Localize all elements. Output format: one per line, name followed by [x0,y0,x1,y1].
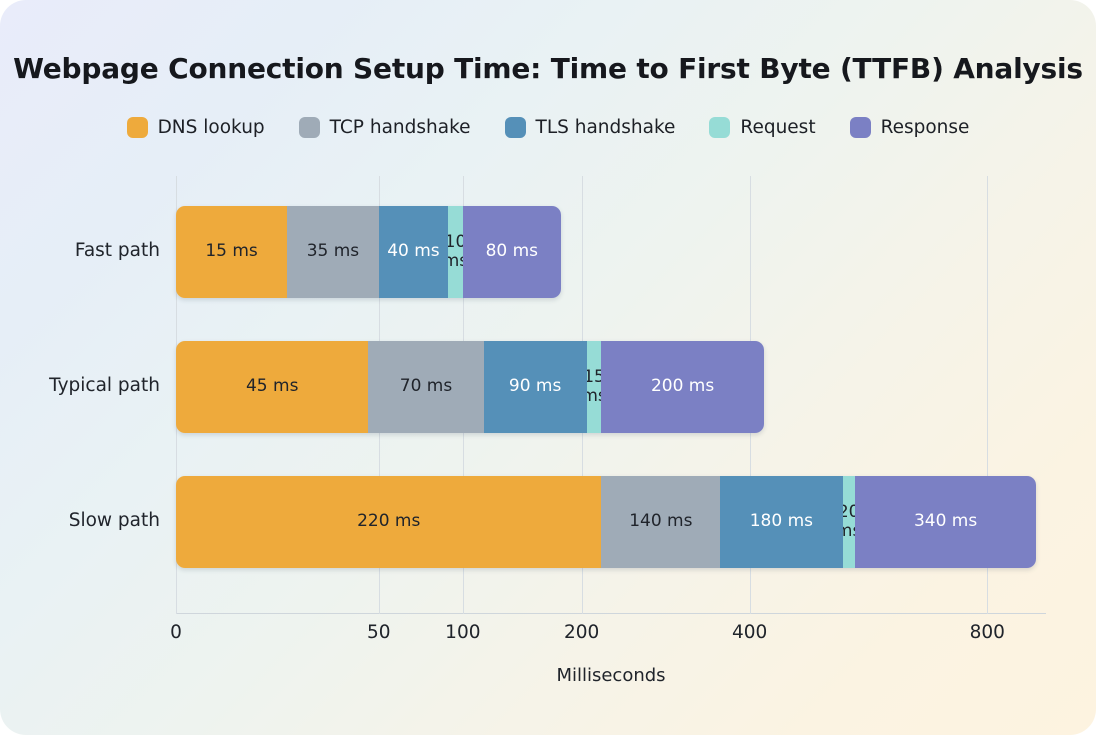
x-axis-title: Milliseconds [556,665,666,686]
bar-segment-label: 45 ms [245,376,299,397]
bar-segment-response[interactable]: 200 ms [601,341,764,433]
y-axis-category-labels: Fast path Typical path Slow path [0,176,160,614]
bar-segment-request[interactable]: 10 ms [448,206,463,298]
x-tick-label-100: 100 [445,622,481,643]
stacked-bar[interactable]: 220 ms 140 ms 180 ms 20 ms 340 ms [176,476,1037,568]
legend-swatch-icon [849,117,871,138]
bar-segment-tcp-handshake[interactable]: 70 ms [368,341,484,433]
bar-segment-tls-handshake[interactable]: 180 ms [720,476,843,568]
legend-item-tls-handshake[interactable]: TLS handshake [504,117,676,138]
bar-segment-tls-handshake[interactable]: 90 ms [483,341,587,433]
category-label-typical-path: Typical path [49,375,160,396]
category-label-fast-path: Fast path [74,240,160,261]
bar-segment-label: 15 ms [586,366,602,406]
x-axis-line [176,613,1046,614]
plot-area: 15 ms 35 ms 40 ms 10 ms 80 ms 45 ms 70 ms 90 ms… [176,176,1046,614]
bar-segment-label: 10 ms [448,231,463,271]
bar-segment-label: 15 ms [205,241,258,262]
bar-segment-label: 220 ms [357,511,421,532]
bar-segment-dns-lookup[interactable]: 45 ms [176,341,369,433]
bar-segment-request[interactable]: 20 ms [842,476,855,568]
bar-segment-tcp-handshake[interactable]: 140 ms [601,476,721,568]
x-tick-label-800: 800 [969,622,1005,643]
bar-segment-dns-lookup[interactable]: 15 ms [176,206,288,298]
bar-row-typical-path: 45 ms 70 ms 90 ms 15 ms 200 ms [176,341,764,433]
x-axis-tick-labels: 0 50 100 200 400 800 [170,622,1046,652]
bar-segment-label: 20 ms [842,501,855,541]
bar-segment-label: 140 ms [629,511,693,532]
bar-segment-response[interactable]: 80 ms [462,206,561,298]
legend-swatch-icon [709,117,731,138]
bar-segment-response[interactable]: 340 ms [854,476,1037,568]
legend-item-tcp-handshake[interactable]: TCP handshake [298,117,471,138]
legend-item-label: TCP handshake [329,117,471,138]
x-tick-label-200: 200 [563,622,600,643]
legend-swatch-icon [126,117,148,138]
chart-legend: DNS lookup TCP handshake TLS handshake Requ… [0,117,1096,138]
bar-segment-label: 340 ms [913,511,978,532]
bar-segment-request[interactable]: 15 ms [586,341,602,433]
x-tick-label-50: 50 [367,622,391,643]
bar-row-fast-path: 15 ms 35 ms 40 ms 10 ms 80 ms [176,206,561,298]
legend-item-label: TLS handshake [535,117,676,138]
bar-segment-dns-lookup[interactable]: 220 ms [176,476,602,568]
bar-segment-label: 200 ms [650,376,715,397]
category-label-slow-path: Slow path [68,510,160,531]
gridline-800 [987,176,989,614]
legend-swatch-icon [504,117,526,138]
bar-segment-label: 80 ms [485,241,539,262]
legend-item-response[interactable]: Response [849,117,970,138]
bar-segment-label: 90 ms [508,376,562,397]
legend-item-label: Request [740,117,816,138]
legend-item-request[interactable]: Request [709,117,816,138]
legend-item-label: Response [880,117,970,138]
bar-segment-tcp-handshake[interactable]: 35 ms [287,206,379,298]
x-tick-label-0: 0 [170,622,182,643]
stacked-bar[interactable]: 45 ms 70 ms 90 ms 15 ms 200 ms [176,341,764,433]
legend-swatch-icon [298,117,320,138]
bar-segment-label: 35 ms [306,241,360,262]
legend-item-dns-lookup[interactable]: DNS lookup [126,117,265,138]
stacked-bar[interactable]: 15 ms 35 ms 40 ms 10 ms 80 ms [176,206,561,298]
bar-row-slow-path: 220 ms 140 ms 180 ms 20 ms 340 ms [176,476,1037,568]
chart-title: Webpage Connection Setup Time: Time to F… [13,52,1083,85]
bar-segment-tls-handshake[interactable]: 40 ms [378,206,449,298]
bar-segment-label: 180 ms [749,511,813,532]
bar-segment-label: 40 ms [387,241,440,262]
legend-item-label: DNS lookup [157,117,265,138]
x-tick-label-400: 400 [732,622,768,643]
bar-segment-label: 70 ms [399,376,453,397]
